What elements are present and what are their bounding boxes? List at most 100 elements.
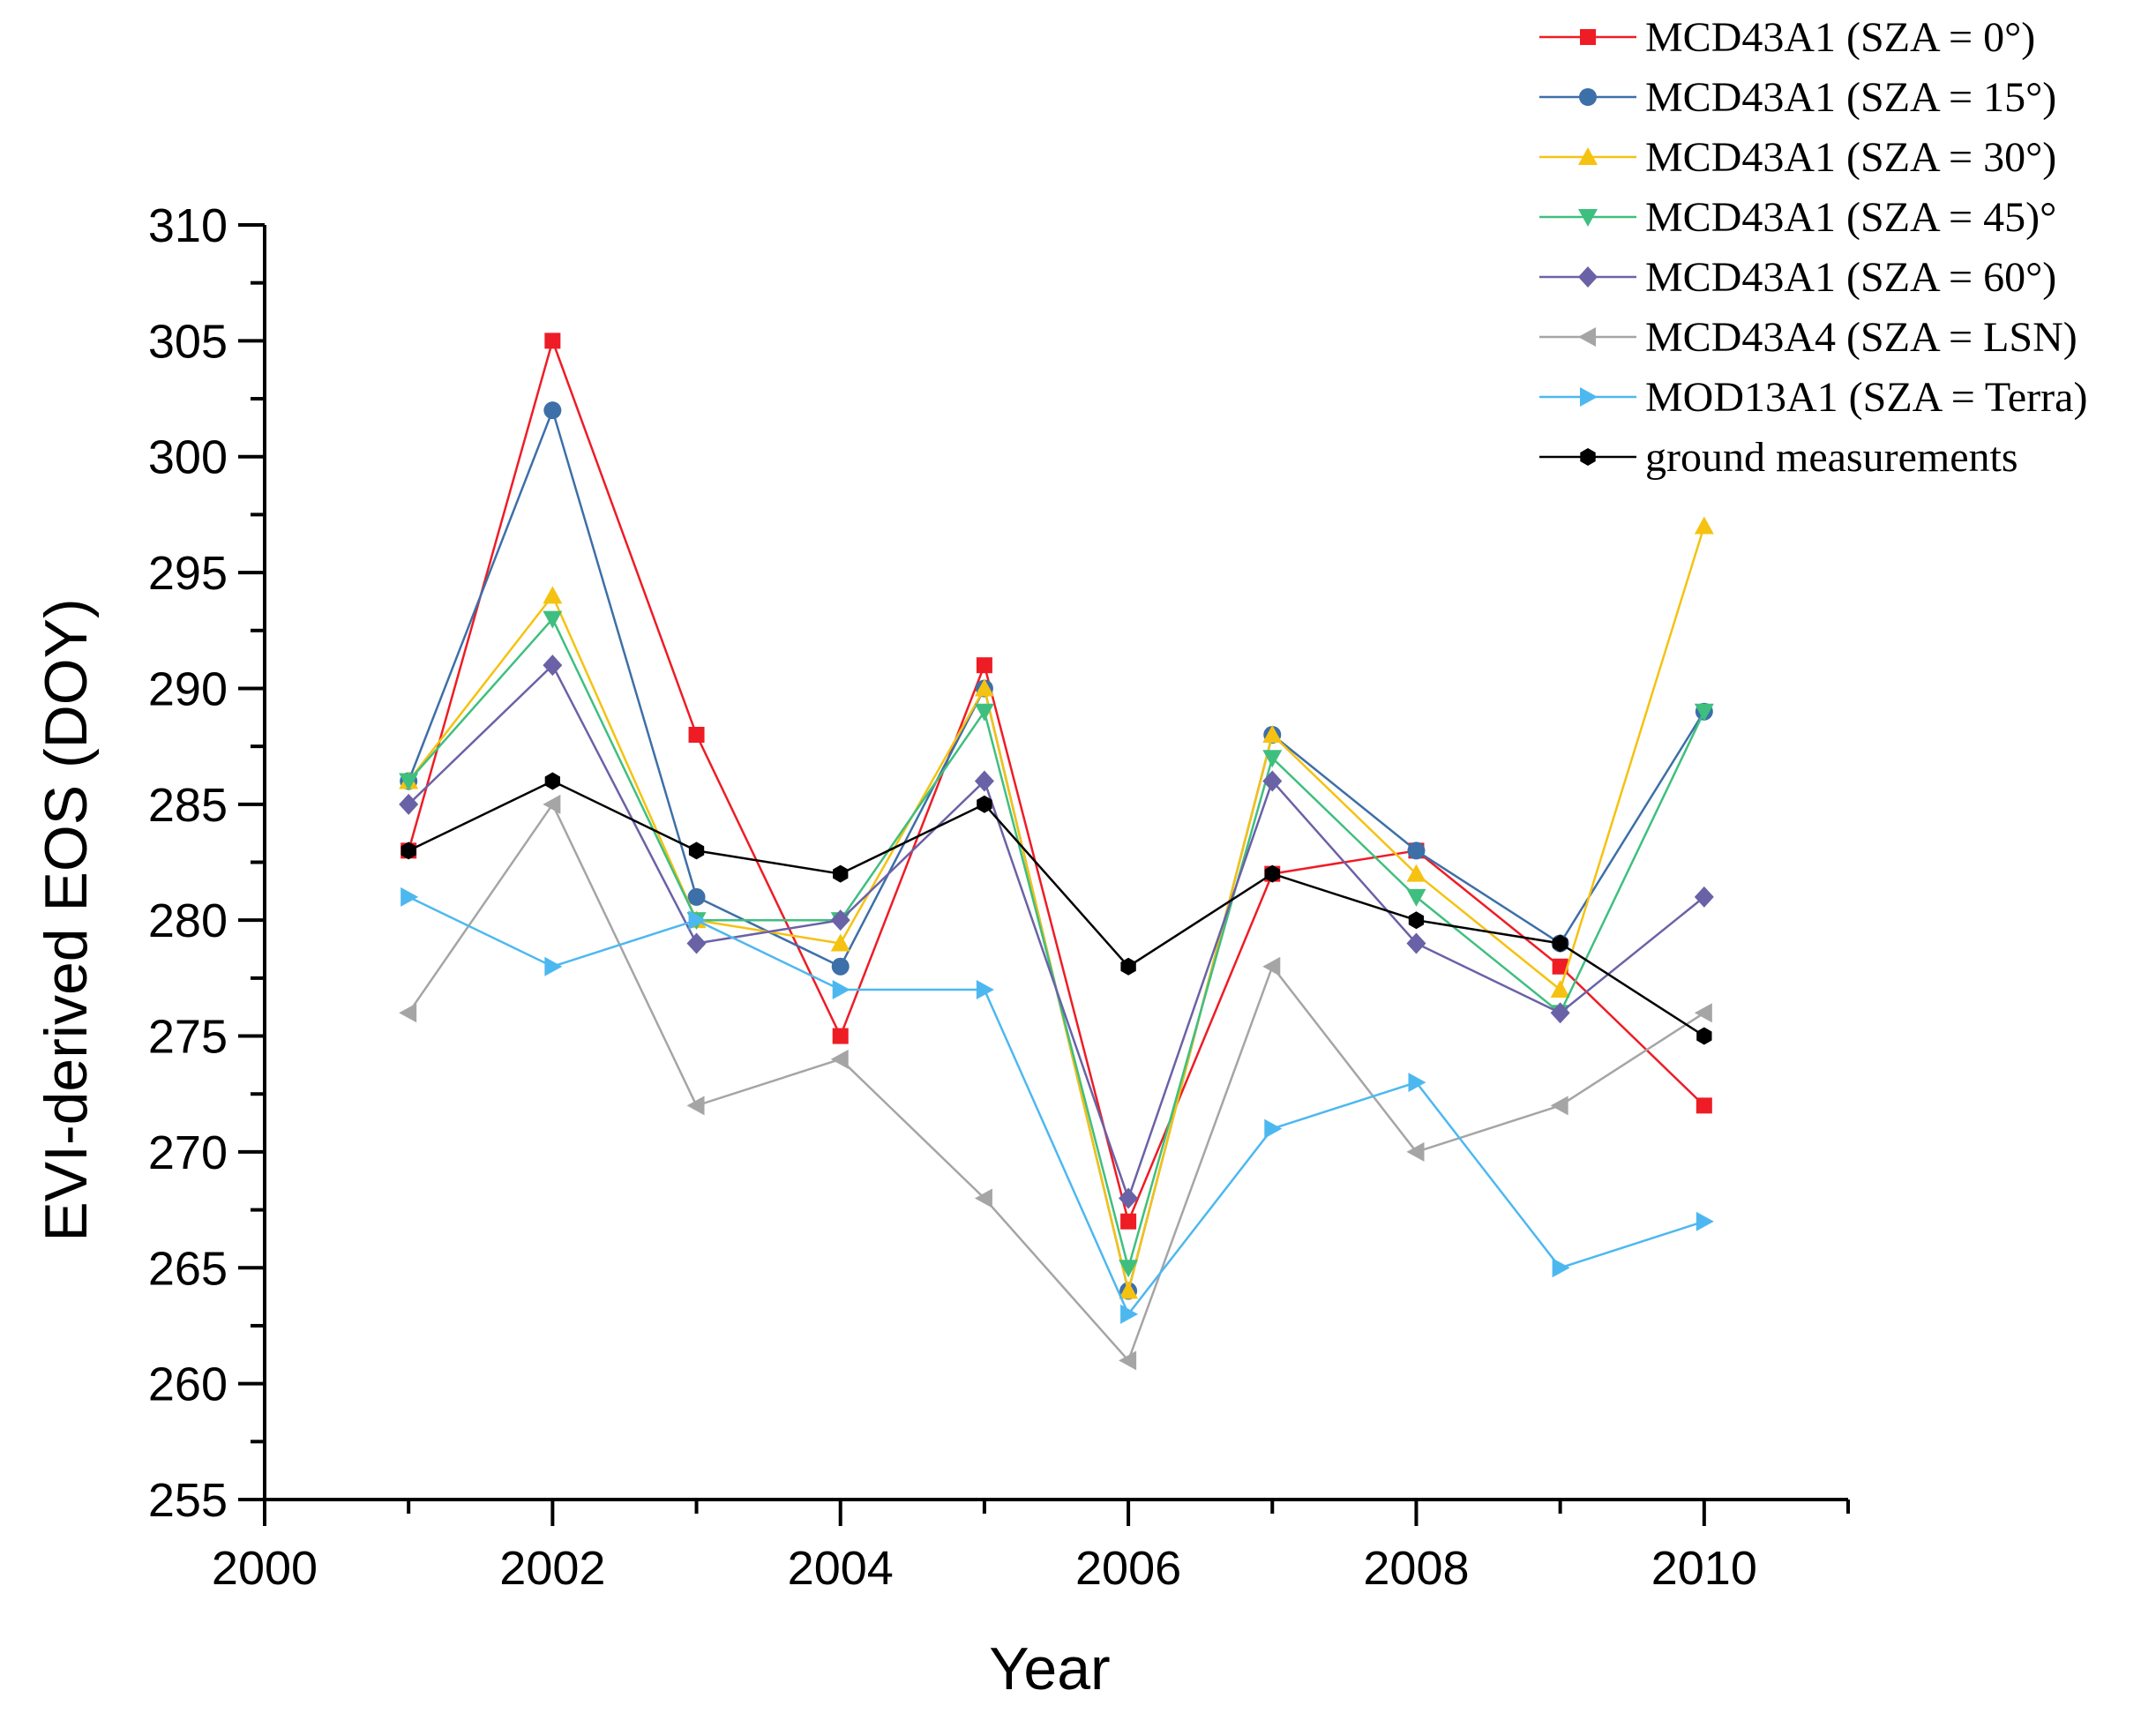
data-point xyxy=(974,678,994,697)
series-line xyxy=(408,895,1705,1317)
data-point xyxy=(688,910,707,931)
legend-label: MCD43A1 (SZA = 45)° xyxy=(1645,194,2056,241)
data-point xyxy=(1119,1281,1139,1299)
data-point xyxy=(976,980,994,999)
x-tick-label: 2010 xyxy=(1651,1542,1757,1595)
legend-item: MCD43A1 (SZA = 0°) xyxy=(1539,14,2035,61)
legend-swatch-marker xyxy=(1580,387,1598,407)
y-tick-label: 305 xyxy=(148,315,228,368)
data-point xyxy=(1262,770,1283,792)
data-point xyxy=(688,842,705,860)
data-point xyxy=(1119,1350,1137,1371)
data-point xyxy=(830,1049,849,1069)
legend-item: MOD13A1 (SZA = Terra) xyxy=(1539,374,2087,421)
legend-item: MCD43A1 (SZA = 15°) xyxy=(1539,74,2056,121)
series-layer xyxy=(399,333,1714,1371)
data-point xyxy=(832,1028,849,1044)
legend-swatch-marker xyxy=(1579,88,1597,106)
data-point xyxy=(1120,1304,1139,1324)
legend-swatch-marker xyxy=(1580,29,1596,45)
y-tick-label: 275 xyxy=(148,1011,228,1064)
data-point xyxy=(686,1096,705,1116)
data-point xyxy=(543,401,562,420)
series-2 xyxy=(399,516,1714,1299)
data-point xyxy=(1406,932,1426,954)
legend-swatch-marker xyxy=(1578,266,1598,288)
axes: 255 260 265 270 275 280 285 290 295 300 305 310 2000… xyxy=(148,199,1850,1595)
legend-swatch-marker xyxy=(1578,209,1598,227)
series-line xyxy=(408,780,1705,1037)
data-point xyxy=(833,864,849,883)
series-1 xyxy=(400,401,1713,1300)
legend-label: ground measurements xyxy=(1645,434,2018,481)
data-point xyxy=(1406,1141,1425,1162)
data-point xyxy=(399,773,419,791)
data-point xyxy=(977,795,992,813)
data-point xyxy=(1120,1213,1137,1230)
data-point xyxy=(1119,1187,1139,1209)
y-tick-label: 290 xyxy=(148,662,228,715)
data-point xyxy=(976,657,992,674)
data-point xyxy=(1550,1096,1568,1116)
legend-swatch-marker xyxy=(1578,327,1596,347)
x-tick-label: 2004 xyxy=(788,1542,894,1595)
legend-item: MCD43A4 (SZA = LSN) xyxy=(1539,314,2077,361)
y-tick-label: 310 xyxy=(148,199,228,252)
data-point xyxy=(1408,911,1425,930)
y-tick-label: 270 xyxy=(148,1126,228,1179)
data-point xyxy=(1696,1027,1712,1045)
data-point xyxy=(974,703,994,722)
data-point xyxy=(1262,750,1283,768)
legend-label: MCD43A1 (SZA = 0°) xyxy=(1645,14,2035,61)
legend-swatch-marker xyxy=(1578,147,1598,165)
data-point xyxy=(1694,516,1714,535)
data-point xyxy=(830,933,850,952)
data-point xyxy=(401,842,416,860)
legend: MCD43A1 (SZA = 0°) MCD43A1 (SZA = 15°) MCD… xyxy=(1539,14,2087,481)
x-tick-label: 2008 xyxy=(1363,1542,1469,1595)
data-point xyxy=(543,586,563,604)
data-point xyxy=(974,770,994,792)
data-point xyxy=(1694,1003,1712,1023)
data-point xyxy=(544,956,563,976)
legend-label: MCD43A1 (SZA = 30°) xyxy=(1645,134,2056,181)
series-line xyxy=(407,337,1705,1225)
y-axis-title: EVI-derived EOS (DOY) xyxy=(33,598,100,1241)
data-point xyxy=(1119,1260,1139,1278)
series-line xyxy=(408,802,1705,1363)
data-point xyxy=(1406,888,1426,907)
series-5 xyxy=(399,794,1712,1371)
x-tick-label: 2002 xyxy=(499,1542,605,1595)
series-6 xyxy=(401,886,1714,1324)
series-4 xyxy=(399,655,1714,1209)
data-point xyxy=(1407,842,1426,860)
data-point xyxy=(1694,703,1714,722)
data-point xyxy=(1552,1258,1570,1278)
data-point xyxy=(1696,1097,1712,1114)
data-point xyxy=(1550,980,1570,998)
legend-label: MCD43A4 (SZA = LSN) xyxy=(1645,314,2077,361)
y-tick-label: 280 xyxy=(148,894,228,947)
data-point xyxy=(1264,864,1280,883)
data-point xyxy=(544,333,561,349)
data-point xyxy=(688,727,705,743)
data-point xyxy=(543,794,561,814)
data-point xyxy=(1553,934,1568,953)
series-line xyxy=(408,663,1705,1202)
data-point xyxy=(974,1188,992,1208)
x-axis-title: Year xyxy=(989,1635,1110,1702)
data-point xyxy=(543,610,563,629)
legend-item: ground measurements xyxy=(1539,434,2018,481)
legend-swatch-marker xyxy=(1580,448,1596,466)
legend-label: MCD43A1 (SZA = 60°) xyxy=(1645,254,2056,301)
data-point xyxy=(401,886,419,907)
data-point xyxy=(1120,957,1136,976)
x-tick-label: 2000 xyxy=(212,1542,318,1595)
data-point xyxy=(1552,958,1568,975)
series-0 xyxy=(401,333,1712,1230)
series-7 xyxy=(401,772,1712,1045)
y-tick-label: 255 xyxy=(148,1474,228,1527)
data-point xyxy=(830,909,850,931)
data-point xyxy=(1550,1002,1570,1024)
